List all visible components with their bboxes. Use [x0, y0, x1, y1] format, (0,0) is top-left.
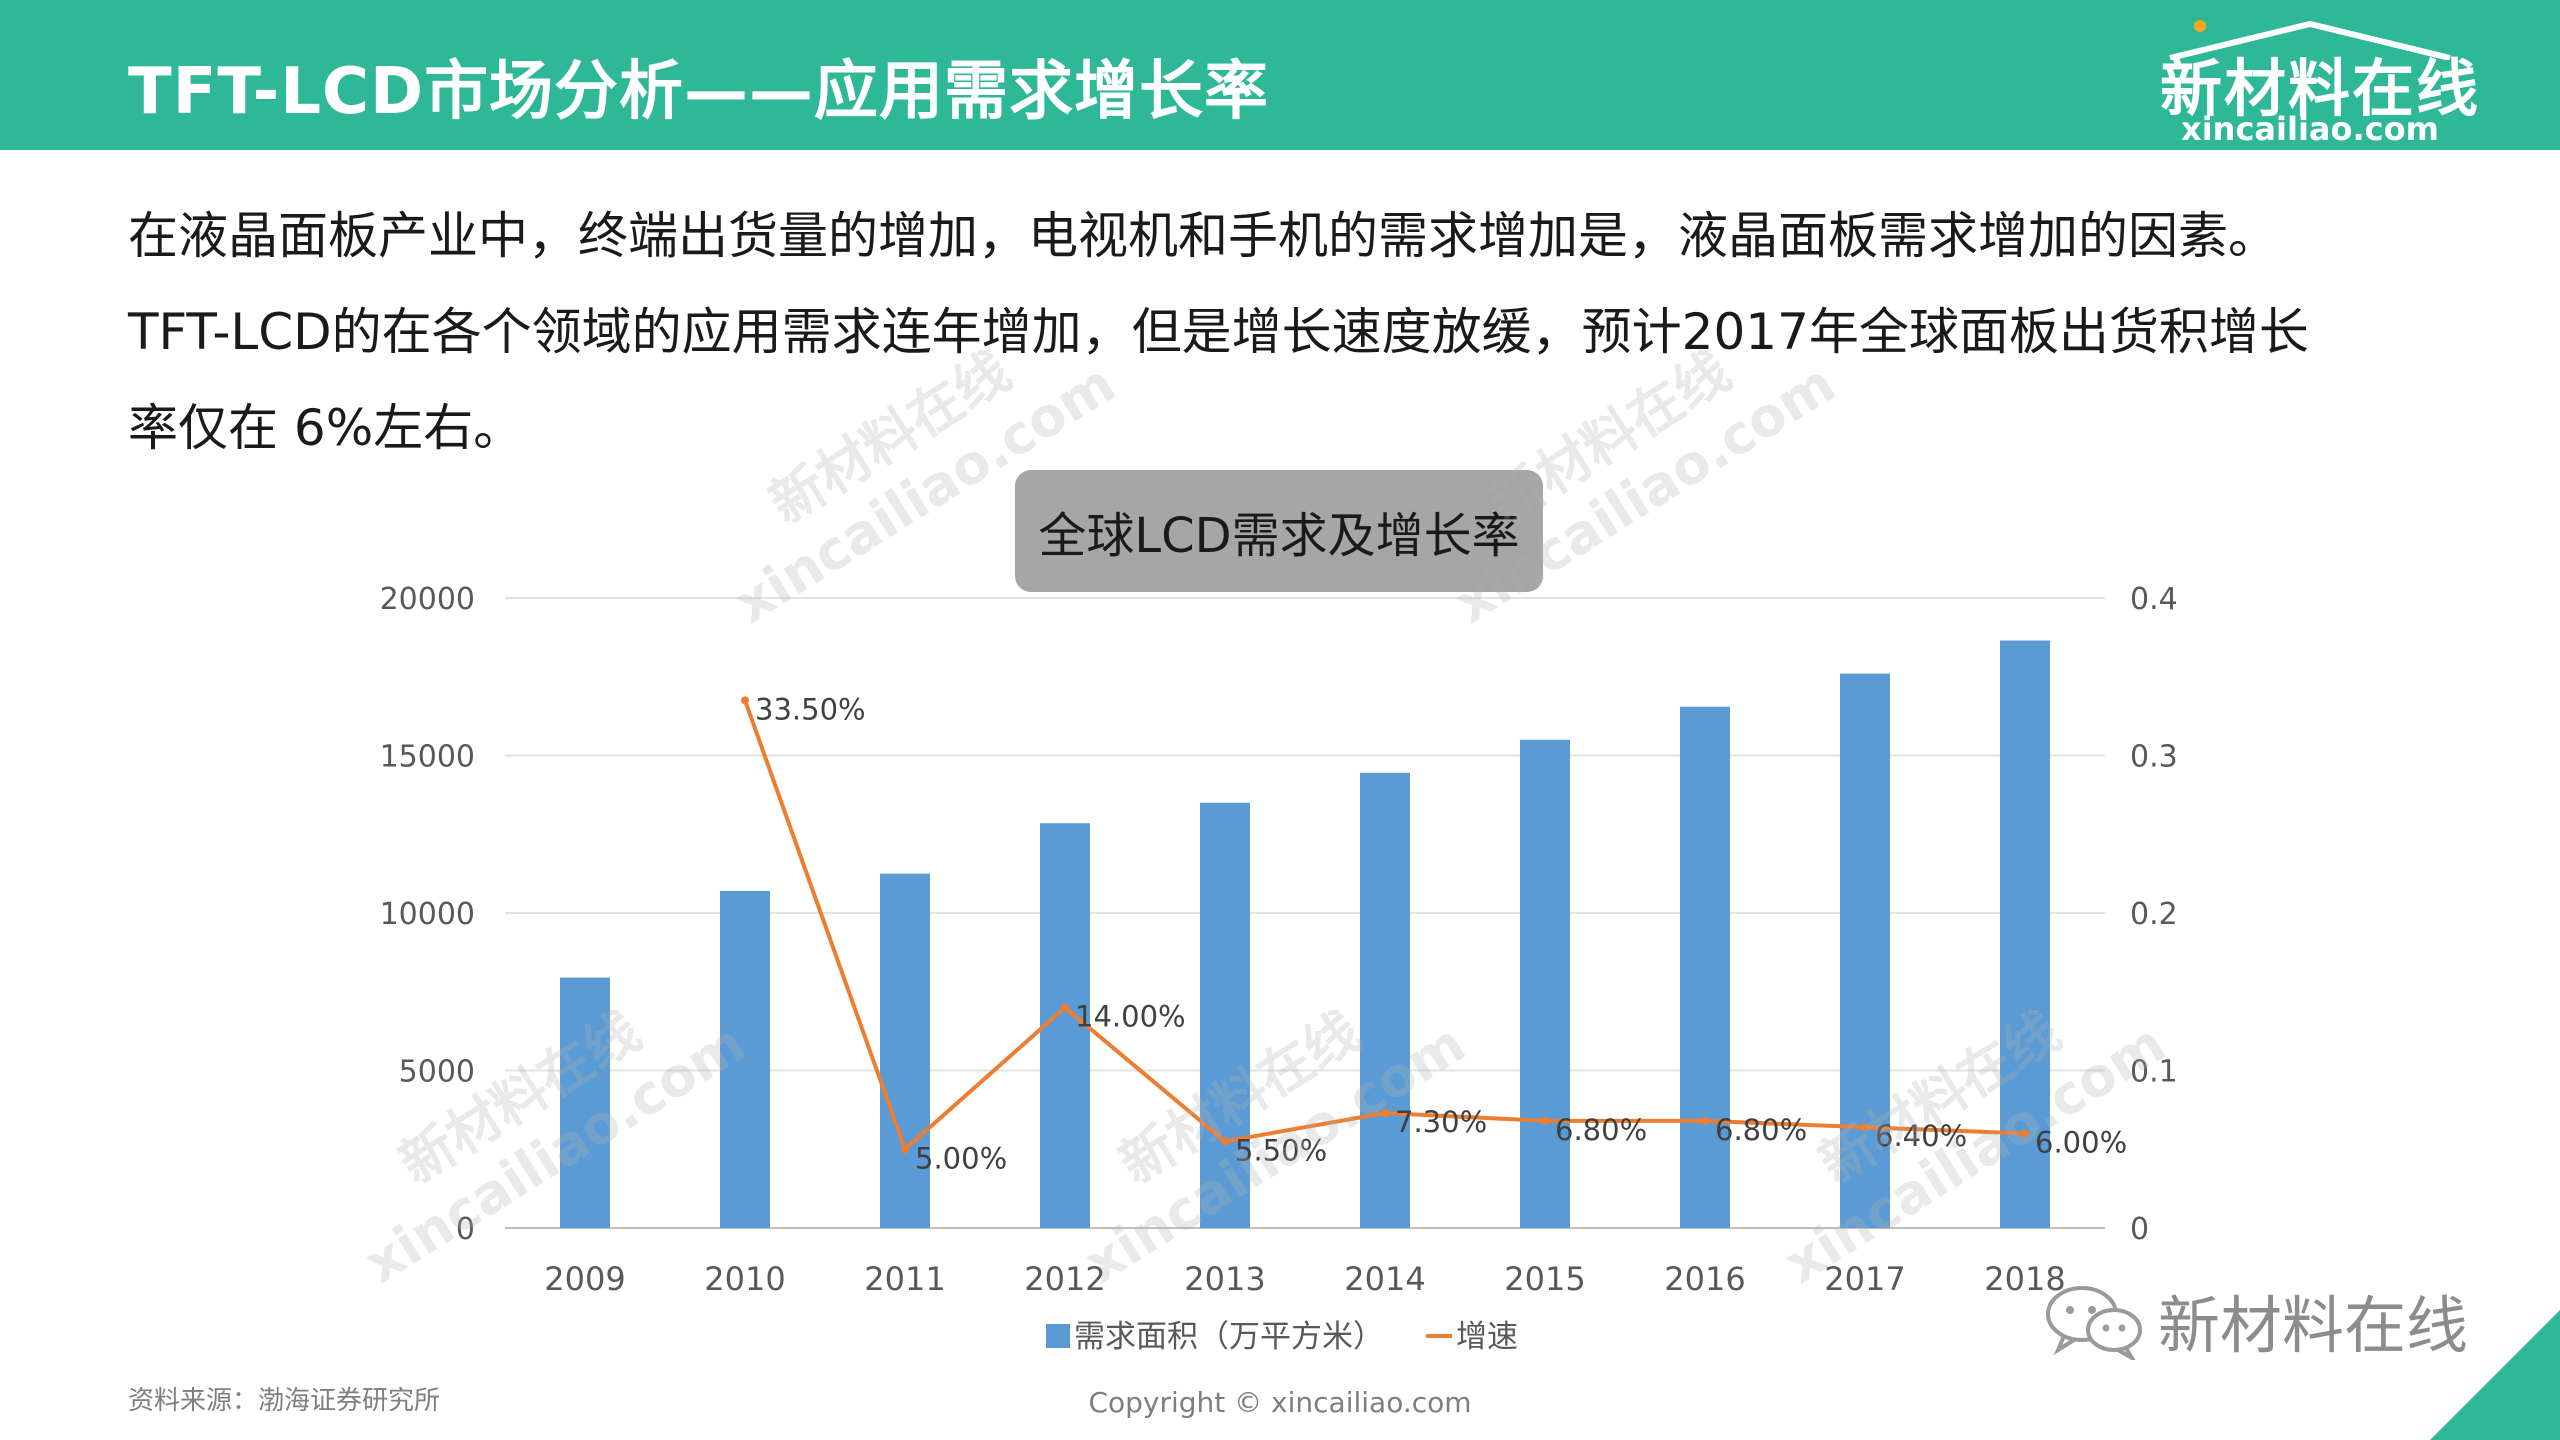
y-right-tick-label: 0.3: [2130, 740, 2178, 775]
y-left-tick-label: 5000: [399, 1055, 475, 1090]
growth-point: [1381, 1109, 1389, 1118]
legend-line-label: 增速: [1456, 1319, 1518, 1355]
growth-data-label: 6.00%: [2035, 1126, 2127, 1160]
bar: [1200, 802, 1250, 1228]
y-right-tick-label: 0.1: [2130, 1055, 2178, 1090]
growth-point: [1701, 1116, 1709, 1125]
logo-text: 新材料在线: [2160, 52, 2481, 125]
roof-icon: [2169, 20, 2451, 60]
growth-data-label: 5.00%: [915, 1141, 1007, 1175]
intro-line: 率仅在 6%左右。: [128, 399, 524, 457]
x-tick-label: 2011: [864, 1260, 945, 1298]
bar: [1680, 706, 1730, 1228]
y-left-tick-label: 0: [456, 1212, 475, 1247]
y-right-tick-label: 0.2: [2130, 897, 2178, 932]
growth-point: [2021, 1129, 2029, 1138]
bar-series: [560, 640, 2050, 1228]
bar: [1360, 772, 1410, 1228]
x-tick-label: 2018: [1984, 1260, 2065, 1298]
legend-bar-swatch: [1046, 1324, 1070, 1348]
growth-data-label: 14.00%: [1075, 1000, 1186, 1034]
gridlines: [505, 597, 2105, 1229]
bar: [1520, 739, 1570, 1228]
source-note: 资料来源：渤海证券研究所: [128, 1386, 441, 1416]
intro-paragraph: 在液晶面板产业中，终端出货量的增加，电视机和手机的需求增加是，液晶面板需求增加的…: [128, 188, 2448, 476]
intro-line: 在液晶面板产业中，终端出货量的增加，电视机和手机的需求增加是，液晶面板需求增加的…: [128, 207, 2278, 265]
growth-data-label: 7.30%: [1395, 1105, 1487, 1139]
growth-data-label: 6.80%: [1555, 1113, 1647, 1147]
growth-data-label: 5.50%: [1235, 1133, 1327, 1167]
bar: [1840, 673, 1890, 1228]
growth-data-label: 6.80%: [1715, 1113, 1807, 1147]
x-tick-label: 2017: [1824, 1260, 1905, 1298]
x-tick-label: 2016: [1664, 1260, 1745, 1298]
growth-point: [1861, 1123, 1869, 1132]
x-tick-label: 2015: [1504, 1260, 1585, 1298]
y-left-tick-label: 15000: [380, 740, 475, 775]
x-tick-label: 2014: [1344, 1260, 1425, 1298]
logo-url: xincailiao.com: [2181, 110, 2439, 148]
page-title: TFT-LCD市场分析——应用需求增长率: [128, 55, 1270, 129]
growth-point: [741, 696, 749, 705]
corner-decoration: [2430, 1310, 2560, 1440]
bar: [880, 873, 930, 1228]
wechat-label: 新材料在线: [2158, 1289, 2469, 1362]
data-labels: 33.50% 5.00% 14.00% 5.50% 7.30% 6.80% 6.80% 6.4…: [755, 692, 2127, 1175]
x-tick-label: 2009: [544, 1260, 625, 1298]
y-left-tick-label: 10000: [380, 897, 475, 932]
growth-data-label: 6.40%: [1875, 1119, 1967, 1153]
copyright-text: Copyright © xincailiao.com: [1088, 1386, 1472, 1419]
bar: [720, 890, 770, 1228]
line-series: [741, 696, 2029, 1154]
x-tick-label: 2013: [1184, 1260, 1265, 1298]
bar: [560, 977, 610, 1228]
x-tick-label: 2012: [1024, 1260, 1105, 1298]
axes: 0 5000 10000 15000 20000 0 0.1 0.2 0.3 0.4 2009 201…: [380, 582, 2178, 1298]
growth-data-label: 33.50%: [755, 692, 866, 726]
y-right-tick-label: 0: [2130, 1212, 2149, 1247]
growth-point: [1221, 1137, 1229, 1146]
header-bar: TFT-LCD市场分析——应用需求增长率 新材料在线 xincailiao.co…: [0, 0, 2560, 150]
x-tick-label: 2010: [704, 1260, 785, 1298]
brand-logo: 新材料在线 xincailiao.com: [2160, 20, 2481, 148]
bar: [1040, 823, 1090, 1228]
y-right-tick-label: 0.4: [2130, 582, 2178, 617]
wechat-icon: [2046, 1286, 2142, 1360]
growth-point: [1061, 1003, 1069, 1012]
growth-point: [901, 1145, 909, 1154]
wechat-badge: 新材料在线: [2040, 1280, 2468, 1362]
growth-point: [1541, 1116, 1549, 1125]
intro-line: TFT-LCD的在各个领域的应用需求连年增加，但是增长速度放缓，预计2017年全…: [128, 303, 2309, 361]
legend-bar-label: 需求面积（万平方米）: [1074, 1319, 1384, 1355]
y-left-tick-label: 20000: [380, 582, 475, 617]
chart-title: 全球LCD需求及增长率: [1015, 470, 1543, 592]
legend: 需求面积（万平方米） 增速: [1046, 1319, 1518, 1355]
